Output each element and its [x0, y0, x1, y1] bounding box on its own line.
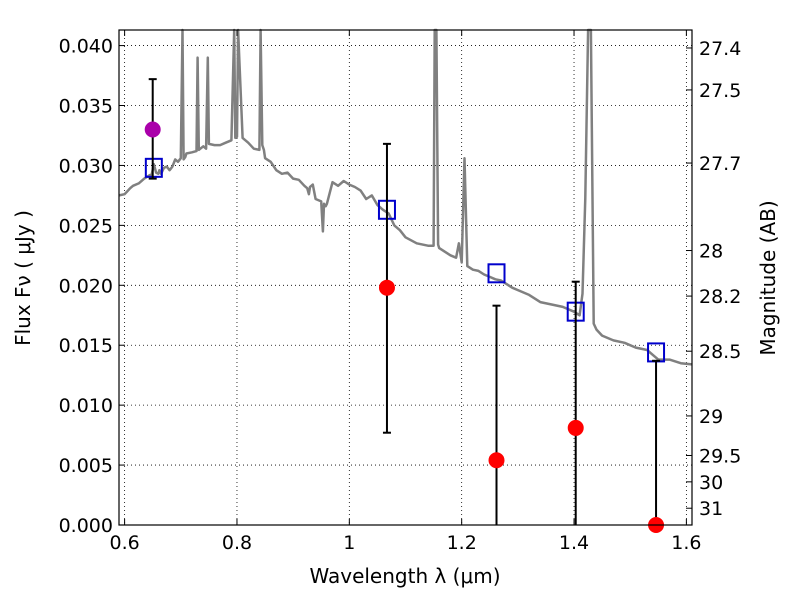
- x-tick-label: 0.6: [110, 532, 140, 554]
- y2-tick-label: 27.5: [699, 80, 741, 102]
- y-tick-label: 0.000: [59, 515, 113, 537]
- grid-lines: [119, 30, 692, 526]
- plot-area: [118, 28, 693, 533]
- x-tick-label: 1.2: [447, 532, 477, 554]
- model-flux-square: [144, 157, 163, 178]
- y2-tick-label: 30: [699, 472, 723, 494]
- y2-tick-label: 29: [699, 406, 723, 428]
- y2-axis-label: Magnitude (AB): [756, 200, 780, 355]
- x-axis-label: Wavelength λ (μm): [309, 564, 500, 588]
- y-tick-label: 0.010: [59, 395, 113, 417]
- axes-frame: [118, 29, 693, 526]
- model-flux-square: [487, 263, 506, 284]
- x-tick-label: 1.4: [559, 532, 589, 554]
- observed-flux-point: [144, 121, 161, 138]
- y2-tick-label: 28: [699, 241, 723, 263]
- y2-tick-label: 27.4: [699, 38, 741, 60]
- y-axis-label: Flux Fν ( μJy ): [11, 210, 35, 346]
- observed-flux-point: [488, 452, 505, 469]
- y-tick-label: 0.015: [59, 335, 113, 357]
- observed-flux-point: [567, 419, 584, 436]
- y-tick-label: 0.020: [59, 275, 113, 297]
- y2-tick-label: 27.7: [699, 153, 741, 175]
- axis-ticks: 0.6 0.8 1 1.2 1.4 1.6 0.000 0.005 0.010 0.015 0.02…: [59, 30, 741, 554]
- y-tick-label: 0.040: [59, 36, 113, 58]
- y-tick-label: 0.025: [59, 215, 113, 237]
- y-tick-label: 0.035: [59, 96, 113, 118]
- spectrum-line: [118, 28, 693, 366]
- x-tick-label: 1.6: [671, 532, 701, 554]
- y2-tick-label: 28.2: [699, 286, 741, 308]
- y2-tick-label: 31: [699, 498, 723, 520]
- y2-tick-label: 29.5: [699, 445, 741, 467]
- x-tick-label: 0.8: [222, 532, 252, 554]
- y-tick-label: 0.005: [59, 455, 113, 477]
- x-tick-label: 1: [343, 532, 355, 554]
- y-tick-label: 0.030: [59, 155, 113, 177]
- observed-flux-point: [378, 279, 395, 296]
- y2-tick-label: 28.5: [699, 341, 741, 363]
